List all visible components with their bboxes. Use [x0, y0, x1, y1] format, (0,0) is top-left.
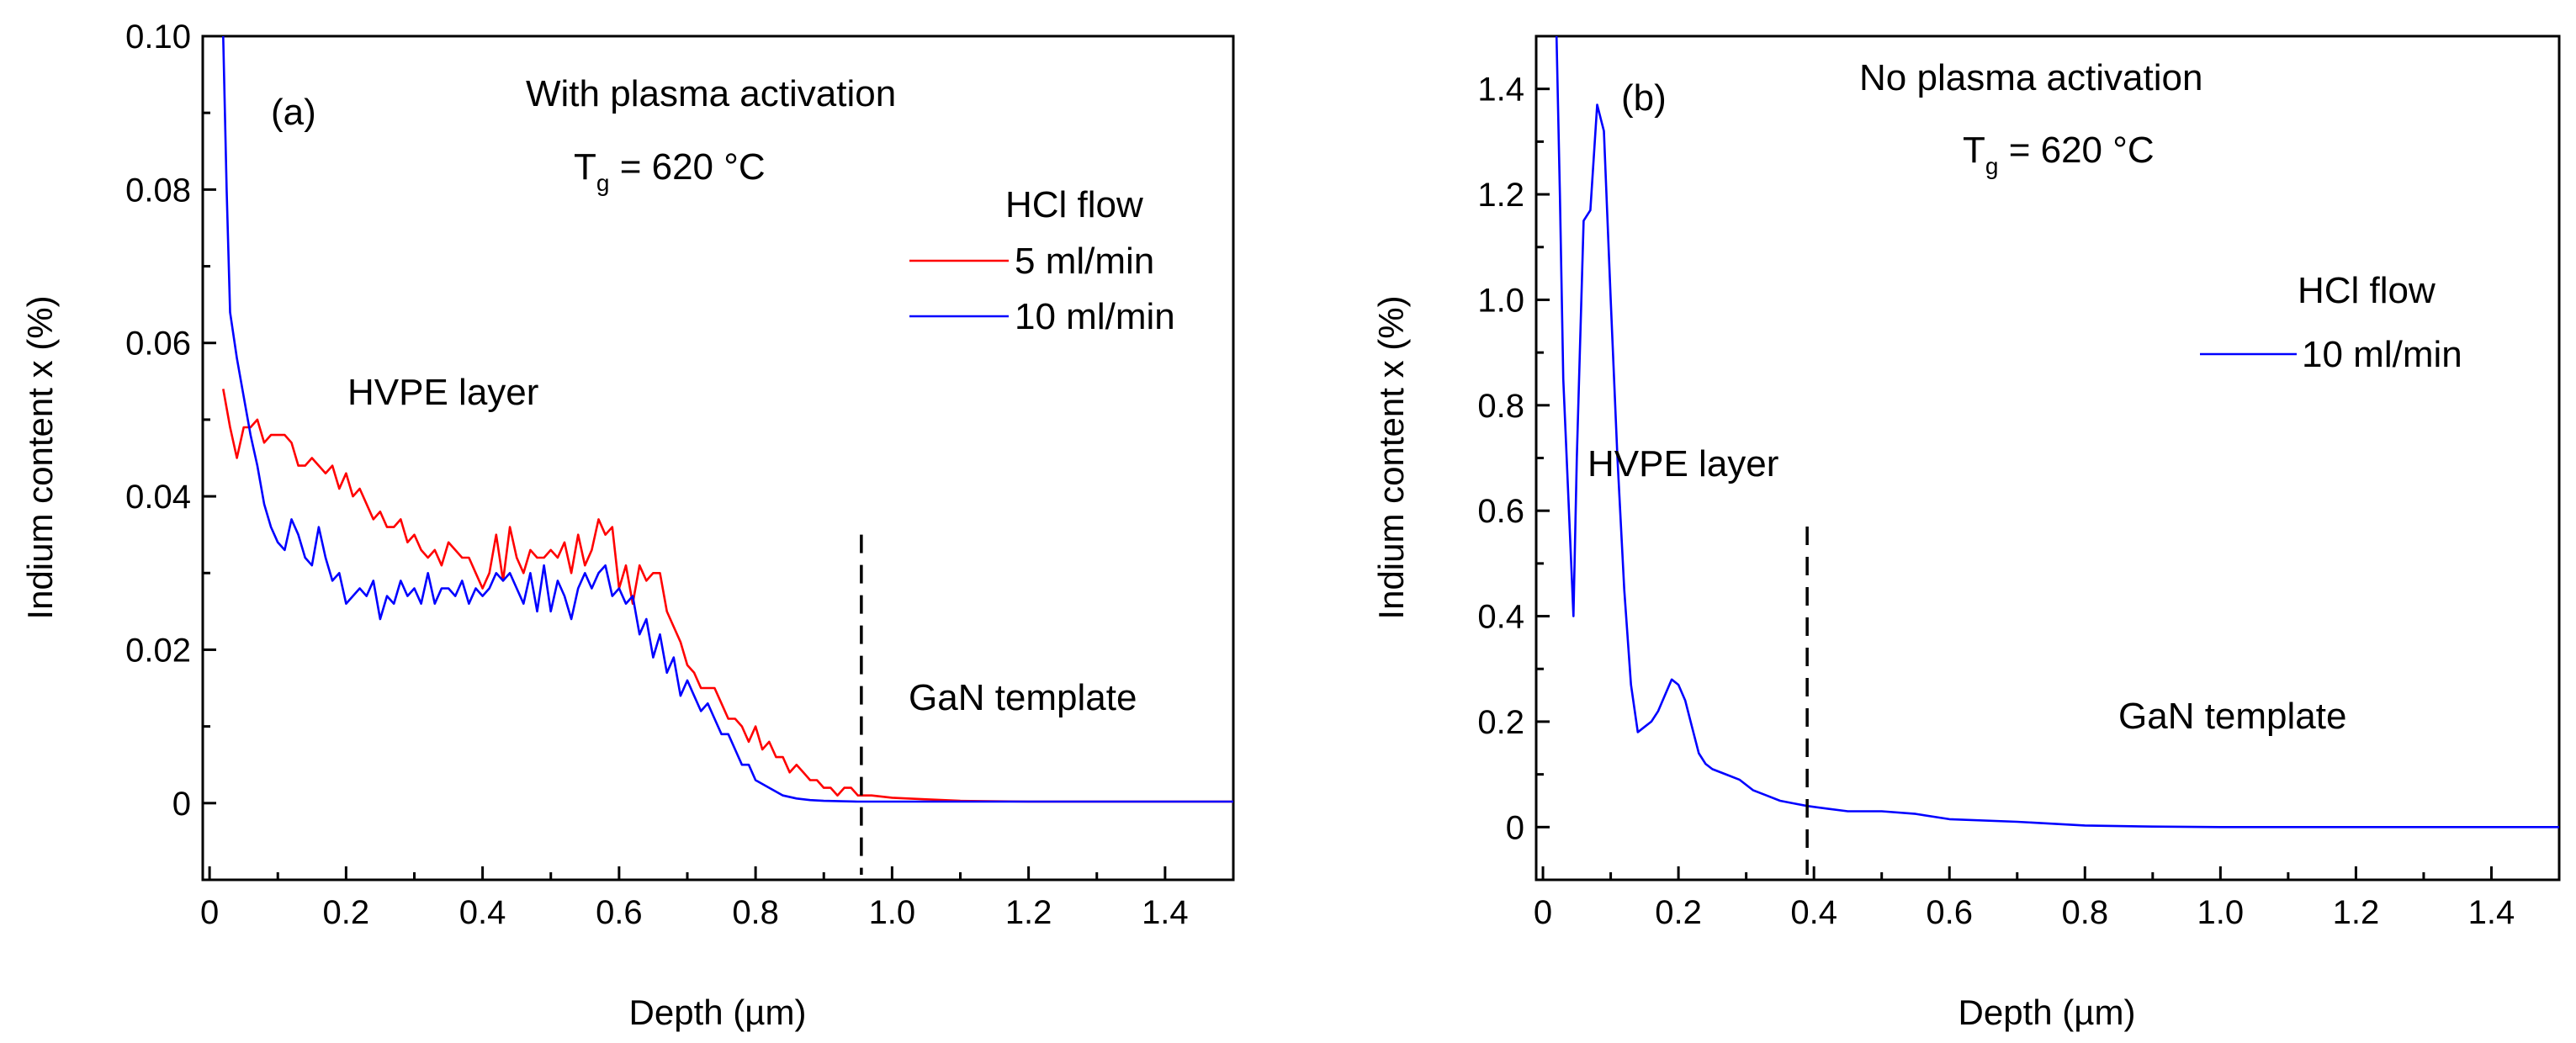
panel-b-y-axis-title: Indium content x (%): [1371, 295, 1411, 619]
panel-b-title: No plasma activation: [1859, 57, 2202, 98]
panel-b-gan-label: GaN template: [2118, 696, 2346, 737]
panel-a-x-axis-title: Depth (µm): [629, 993, 807, 1032]
x-tick-label: 0.6: [1926, 894, 1973, 931]
y-tick-label: 0.8: [1477, 388, 1524, 425]
panel-a-hvpe-label: HVPE layer: [347, 372, 538, 413]
panel-b-legend: 10 ml/min: [2200, 334, 2462, 375]
x-tick-label: 1.4: [1142, 894, 1189, 931]
series-line: [1555, 35, 2559, 829]
y-tick-label: 0.04: [125, 479, 191, 516]
x-tick-label: 0: [200, 894, 219, 931]
x-tick-label: 0.8: [732, 894, 779, 931]
panel-b-tick-labels: 0 0.2 0.4 0.6 0.8 1.0 1.2 1.4 0 0.2 0.4 0.6 0.8 1.0 1.…: [1477, 71, 2515, 931]
panel-a-legend-label-5: 5 ml/min: [1015, 241, 1154, 282]
y-tick-label: 0.06: [125, 326, 191, 363]
panel-b-series: [1555, 35, 2559, 829]
panel-b-label: (b): [1621, 77, 1667, 119]
x-tick-label: 1.0: [2197, 894, 2245, 931]
y-tick-label: 1.2: [1477, 177, 1524, 214]
series-line: [222, 35, 1233, 803]
y-tick-label: 0: [1506, 809, 1524, 846]
panel-b: 0 0.2 0.4 0.6 0.8 1.0 1.2 1.4 0 0.2 0.4 0.6 0.8 1.0 1.…: [1371, 34, 2561, 1032]
x-tick-label: 0.4: [459, 894, 506, 931]
panel-a-legend-label-10: 10 ml/min: [1015, 296, 1175, 337]
x-tick-label: 0.6: [596, 894, 643, 931]
panel-a-temperature: Tg = 620 °C: [574, 146, 766, 196]
panel-b-x-axis-title: Depth (µm): [1959, 993, 2136, 1032]
panel-b-temperature: Tg = 620 °C: [1963, 130, 2155, 179]
y-tick-label: 0.10: [125, 19, 191, 56]
panel-a-series: [222, 35, 1233, 803]
x-tick-label: 0.8: [2061, 894, 2108, 931]
x-tick-label: 0.2: [1655, 894, 1702, 931]
panel-b-legend-label-10: 10 ml/min: [2302, 334, 2462, 375]
y-tick-label: 0.08: [125, 172, 191, 209]
panel-a-label: (a): [271, 92, 316, 133]
panel-a-gan-label: GaN template: [909, 677, 1137, 718]
y-tick-label: 0.4: [1477, 599, 1524, 636]
series-line: [222, 389, 1233, 803]
y-tick-label: 0.6: [1477, 493, 1524, 530]
x-tick-label: 0: [1534, 894, 1552, 931]
panel-a-plot-frame: [201, 34, 1235, 882]
y-tick-label: 0.2: [1477, 704, 1524, 741]
panel-a-legend: 5 ml/min 10 ml/min: [909, 241, 1175, 337]
panel-a-ticks: [203, 34, 1167, 882]
x-tick-label: 1.0: [869, 894, 916, 931]
panel-b-legend-title: HCl flow: [2298, 270, 2436, 311]
panel-b-ticks: [1536, 34, 2493, 882]
x-tick-label: 0.2: [323, 894, 370, 931]
panel-a-y-axis-title: Indium content x (%): [20, 295, 60, 619]
x-tick-label: 1.2: [2333, 894, 2380, 931]
y-tick-label: 1.4: [1477, 71, 1524, 109]
y-tick-label: 0.02: [125, 632, 191, 669]
y-tick-label: 0: [172, 786, 191, 823]
x-tick-label: 1.4: [2468, 894, 2515, 931]
panel-a-tick-labels: 0 0.2 0.4 0.6 0.8 1.0 1.2 1.4 0 0.02 0.04 0.06 0.08 0…: [125, 19, 1189, 931]
panel-b-hvpe-label: HVPE layer: [1587, 443, 1778, 484]
panel-a: 0 0.2 0.4 0.6 0.8 1.0 1.2 1.4 0 0.02 0.04 0.06 0.08 0…: [20, 19, 1235, 1032]
y-tick-label: 1.0: [1477, 282, 1524, 319]
x-tick-label: 1.2: [1005, 894, 1052, 931]
x-tick-label: 0.4: [1790, 894, 1837, 931]
panel-a-legend-title: HCl flow: [1005, 184, 1143, 225]
panel-a-title: With plasma activation: [526, 73, 896, 114]
